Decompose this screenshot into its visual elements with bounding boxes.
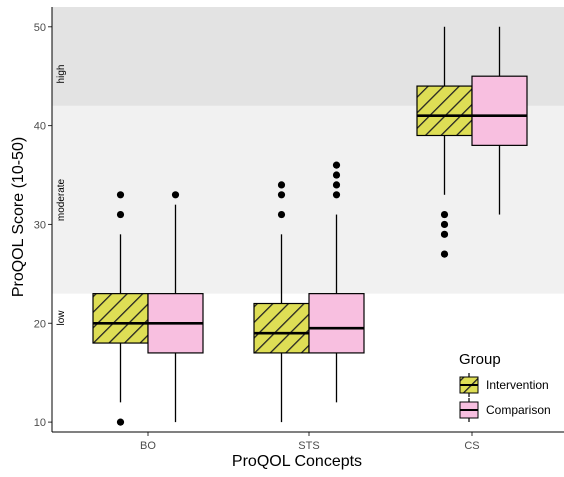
- outlier-intervention-sts: [277, 191, 286, 199]
- outlier-comparison-sts: [332, 181, 341, 189]
- x-tick-label: BO: [140, 440, 156, 452]
- outlier-intervention-bo: [116, 191, 125, 199]
- box-intervention-bo: [92, 293, 149, 344]
- y-tick-label: 50: [34, 22, 46, 34]
- box-intervention-sts: [253, 302, 310, 354]
- legend-label-intervention: Intervention: [486, 378, 549, 392]
- y-axis-title: ProQOL Score (10-50): [10, 137, 27, 297]
- x-axis-title: ProQOL Concepts: [232, 453, 362, 470]
- outlier-intervention-sts: [277, 181, 286, 189]
- y-tick-label: 40: [34, 121, 46, 133]
- outlier-intervention-sts: [277, 210, 286, 219]
- band-label-high: high: [56, 65, 67, 84]
- outlier-intervention-cs: [440, 250, 449, 258]
- outlier-intervention-cs: [440, 220, 449, 229]
- x-tick-label: CS: [464, 440, 479, 452]
- x-tick-label: STS: [298, 440, 319, 452]
- box-intervention-cs: [416, 85, 473, 137]
- band-label-low: low: [56, 310, 67, 326]
- outlier-intervention-bo: [116, 418, 125, 426]
- outlier-intervention-cs: [440, 210, 449, 219]
- band-label-moderate: moderate: [56, 178, 67, 221]
- outlier-comparison-sts: [332, 191, 341, 199]
- box-comparison-sts: [308, 293, 365, 354]
- outlier-comparison-bo: [171, 191, 180, 199]
- legend-title: Group: [459, 351, 501, 368]
- outlier-comparison-sts: [332, 161, 341, 169]
- outlier-intervention-bo: [116, 210, 125, 219]
- y-tick-label: 20: [34, 318, 46, 330]
- outlier-intervention-cs: [440, 230, 449, 238]
- outlier-comparison-sts: [332, 171, 341, 179]
- y-tick-label: 10: [34, 417, 46, 429]
- legend-label-comparison: Comparison: [486, 403, 551, 417]
- box-comparison-cs: [471, 75, 528, 146]
- y-tick-label: 30: [34, 219, 46, 231]
